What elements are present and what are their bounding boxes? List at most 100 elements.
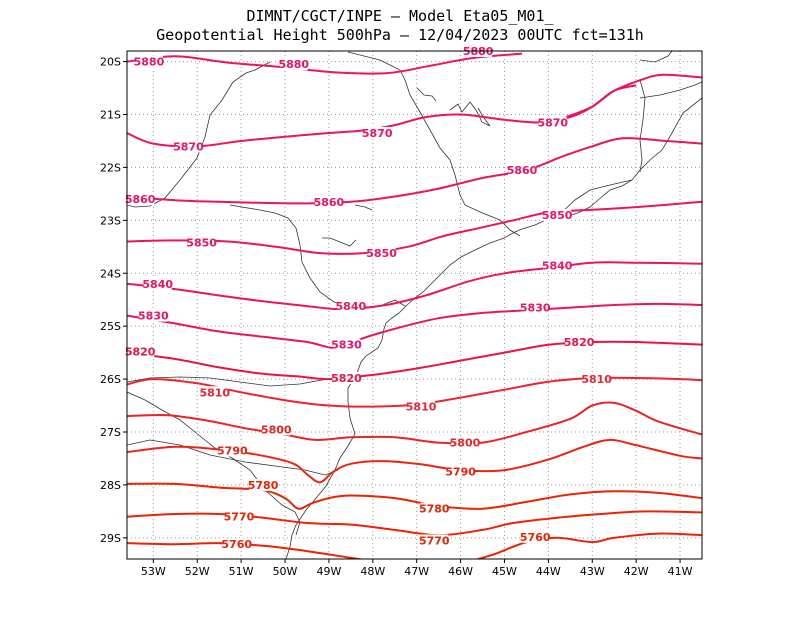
contour-line-5770-12 xyxy=(127,510,702,537)
contour-label: 5770 xyxy=(419,534,450,547)
contour-line-5840-5 xyxy=(127,261,702,311)
tick-label-lon: 47W xyxy=(404,565,429,578)
contour-label-bg xyxy=(565,336,594,349)
contour-label-bg xyxy=(407,400,436,413)
contour-label: 5840 xyxy=(142,278,173,291)
contour-label: 5760 xyxy=(520,531,551,544)
contour-label-bg xyxy=(174,140,203,153)
contour-label-bg xyxy=(446,465,475,478)
contour-label-bg xyxy=(134,55,163,68)
map-title-line-2: Geopotential Height 500hPa — 12/04/2023 … xyxy=(156,26,644,44)
contour-label-bg xyxy=(187,236,216,249)
tick-label-lon: 49W xyxy=(316,565,341,578)
contour-label: 5790 xyxy=(217,445,248,458)
contour-label: 5790 xyxy=(445,466,476,479)
tick-label-lon: 43W xyxy=(580,565,605,578)
contour-label: 5840 xyxy=(542,259,573,272)
tick-label-lon: 48W xyxy=(360,565,385,578)
contour-label-bg xyxy=(332,372,361,385)
tick-label-lat: 26S xyxy=(100,373,121,386)
contour-label-bg xyxy=(249,478,278,491)
plot-frame xyxy=(126,50,703,560)
tick-label-lon: 42W xyxy=(624,565,649,578)
contour-label-bg xyxy=(367,247,396,260)
contour-lines xyxy=(127,52,702,559)
contour-label-bg xyxy=(363,127,392,140)
contour-label: 5770 xyxy=(224,511,255,524)
contour-line-5760-14 xyxy=(474,532,702,559)
contour-label: 5870 xyxy=(362,127,393,140)
contour-label-bg xyxy=(279,58,308,71)
contour-label: 5830 xyxy=(331,339,362,352)
tick-label-lat: 22S xyxy=(100,161,121,174)
tick-label-lon: 53W xyxy=(141,565,166,578)
tick-label-lon: 44W xyxy=(536,565,561,578)
contour-line-5790-10 xyxy=(127,438,702,484)
contour-label-bg xyxy=(218,444,247,457)
tick-label-lat: 21S xyxy=(100,109,121,122)
contour-label-bg xyxy=(200,386,229,399)
tick-label-lon: 50W xyxy=(273,565,298,578)
contour-label: 5880 xyxy=(278,58,309,71)
contour-label: 5830 xyxy=(520,302,551,315)
tick-label-lon: 41W xyxy=(668,565,693,578)
contour-label: 5780 xyxy=(419,503,450,516)
tick-label-lon: 52W xyxy=(185,565,210,578)
contour-label: 5820 xyxy=(331,372,362,385)
contour-label-bg xyxy=(450,436,479,449)
tick-label-lat: 27S xyxy=(100,426,121,439)
contour-line-5870-2 xyxy=(127,84,637,148)
contour-label-bg xyxy=(543,209,572,222)
contour-label-bg xyxy=(521,301,550,314)
contour-label: 5830 xyxy=(138,310,169,323)
contour-label-bg xyxy=(336,300,365,313)
tick-label-lat: 29S xyxy=(100,532,121,545)
contour-label: 5850 xyxy=(366,247,397,260)
tick-label-lon: 51W xyxy=(229,565,254,578)
tick-label-lat: 23S xyxy=(100,214,121,227)
contour-label-bg xyxy=(139,309,168,322)
contour-label-bg xyxy=(420,502,449,515)
contour-label-bg xyxy=(420,534,449,547)
tick-label-lon: 46W xyxy=(448,565,473,578)
tick-label-lon: 45W xyxy=(492,565,517,578)
contour-label: 5850 xyxy=(542,209,573,222)
tick-label-lat: 20S xyxy=(100,56,121,69)
contour-label-bg xyxy=(126,193,155,206)
contour-label: 5800 xyxy=(450,437,481,450)
contour-label: 5810 xyxy=(406,401,437,414)
tick-label-lat: 28S xyxy=(100,479,121,492)
contour-line-5780-11 xyxy=(127,482,702,510)
contour-label: 5860 xyxy=(314,196,345,209)
contour-line-5820-7 xyxy=(127,340,702,381)
contour-label: 5870 xyxy=(537,116,568,129)
contour-label: 5800 xyxy=(261,423,292,436)
contour-label: 5870 xyxy=(173,140,204,153)
contour-label: 5860 xyxy=(125,193,156,206)
contour-line-5860-3 xyxy=(127,137,702,205)
contour-label-bg xyxy=(332,338,361,351)
contour-line-5800-9 xyxy=(127,401,702,445)
contour-label-bg xyxy=(521,530,550,543)
tick-label-lat: 25S xyxy=(100,320,121,333)
map-title-line-1: DIMNT/CGCT/INPE — Model Eta05_M01_ xyxy=(246,7,554,25)
contour-label-bg xyxy=(538,116,567,129)
contour-label: 5760 xyxy=(221,538,252,551)
contour-label-bg xyxy=(543,259,572,272)
contour-label: 5850 xyxy=(186,237,217,250)
contour-label: 5820 xyxy=(125,346,156,359)
contour-label-bg xyxy=(508,164,537,177)
contour-label-bg xyxy=(582,373,611,386)
contour-line-5760-13 xyxy=(127,542,366,559)
contour-label-bg xyxy=(262,423,291,436)
contour-label-bg xyxy=(126,345,155,358)
contour-label: 5810 xyxy=(581,373,612,386)
contour-label-bg xyxy=(224,510,253,523)
tick-label-lat: 24S xyxy=(100,267,121,280)
contour-label: 5810 xyxy=(199,386,230,399)
contour-label-bg xyxy=(222,538,251,551)
axis-ticks: 53W 52W 51W 50W 49W 48W 47W 46W 45W 44W 43W 42W 41W 2… xyxy=(100,56,693,578)
contour-line-5880-0 xyxy=(127,52,523,75)
